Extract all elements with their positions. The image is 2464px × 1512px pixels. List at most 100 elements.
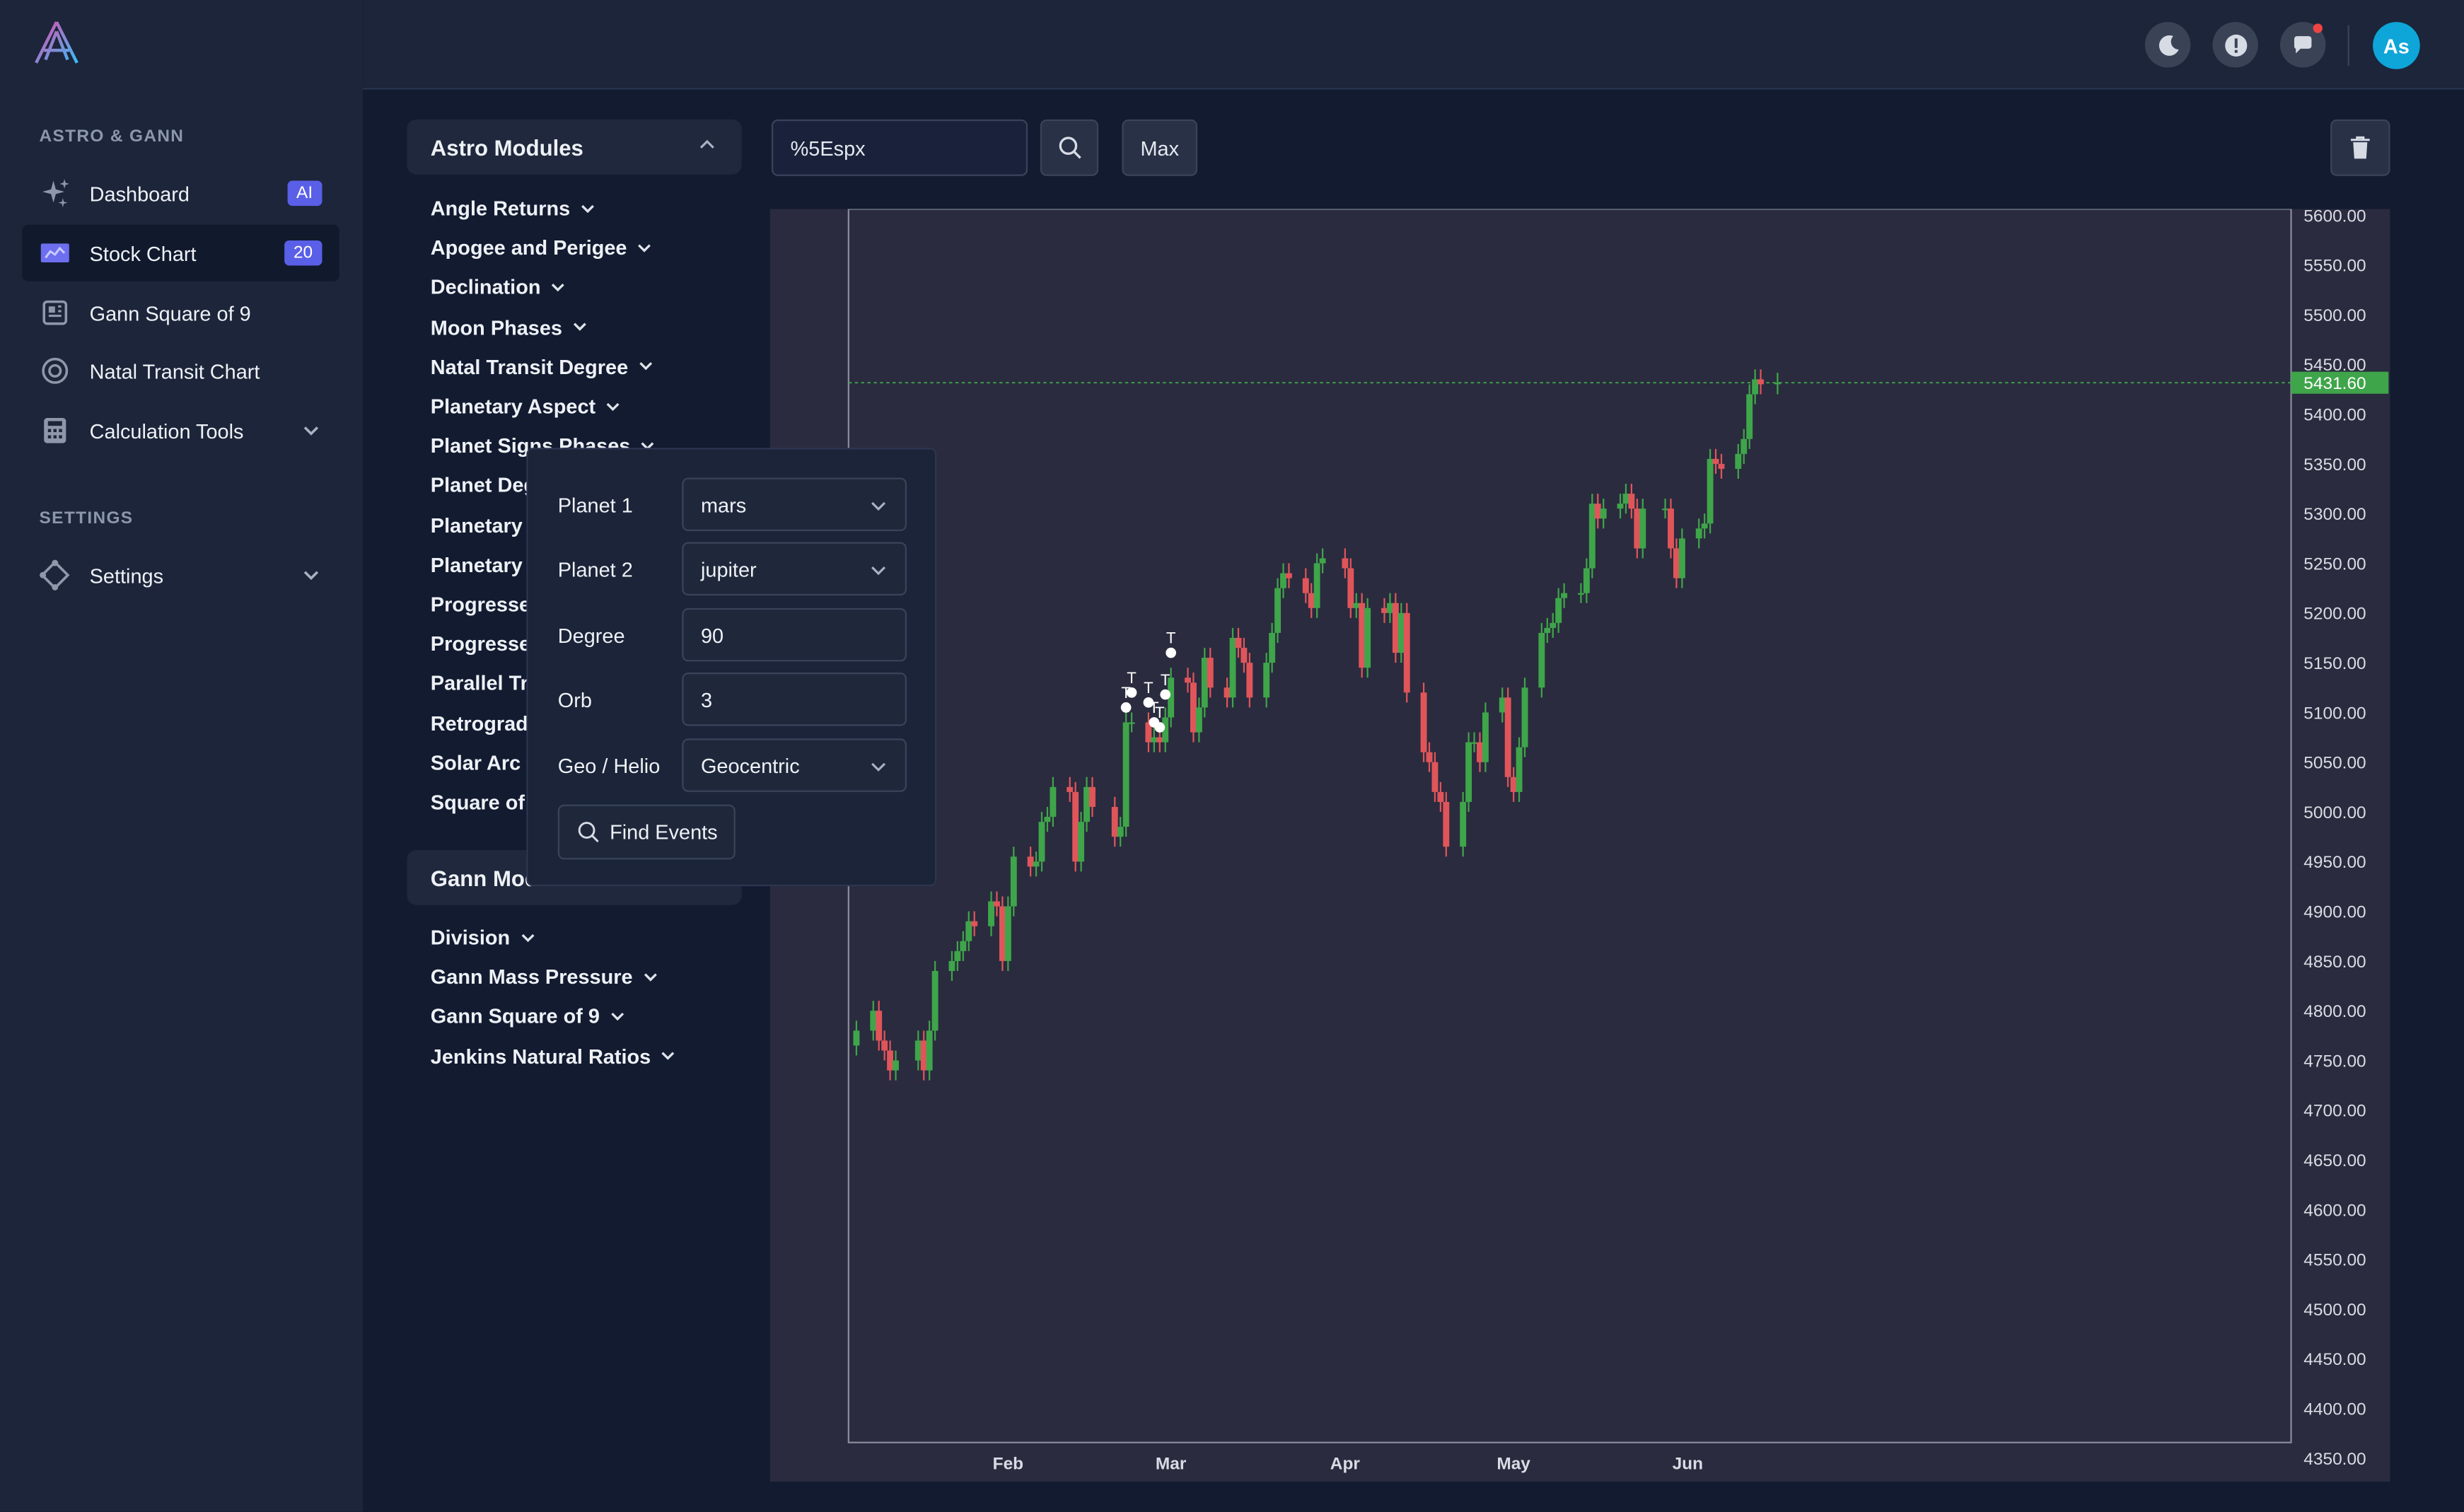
module-item[interactable]: Parallel Tr	[431, 672, 554, 695]
chevron-down-icon	[303, 571, 319, 581]
chevron-down-icon	[644, 972, 656, 982]
y-tick-label: 4650.00	[2303, 1151, 2366, 1170]
find-events-label: Find Events	[610, 820, 718, 844]
module-item[interactable]: Jenkins Natural Ratios	[431, 1045, 676, 1068]
module-item[interactable]: Retrograd	[431, 711, 554, 735]
sidebar-item-dashboard[interactable]: Dashboard AI	[22, 165, 339, 221]
candle-body	[1426, 752, 1433, 762]
candle-body	[1482, 712, 1489, 762]
delete-button[interactable]	[2330, 119, 2390, 176]
candle-body	[1695, 528, 1702, 539]
module-item[interactable]: Progresse	[431, 593, 556, 616]
candle-body	[1224, 687, 1231, 698]
candle-body	[1364, 607, 1371, 668]
orb-input[interactable]: 3	[682, 672, 907, 726]
chevron-down-icon	[871, 501, 886, 511]
event-finder-popup: Planet 1 mars Planet 2 jupiter Degree 90…	[526, 448, 937, 887]
candle-body	[926, 1030, 933, 1071]
candle-body	[948, 960, 955, 971]
candle-body	[1516, 747, 1523, 792]
planet2-select[interactable]: jupiter	[682, 542, 907, 596]
module-item[interactable]: Planetary	[431, 553, 548, 576]
find-events-button[interactable]: Find Events	[557, 804, 736, 860]
search-button[interactable]	[1040, 119, 1099, 176]
candlestick-chart[interactable]: 5600.005550.005500.005450.005400.005350.…	[770, 207, 2390, 1482]
sidebar-item-stock-chart[interactable]: Stock Chart 20	[22, 224, 339, 281]
candle-body	[1038, 822, 1045, 862]
symbol-input[interactable]: %5Espx	[771, 119, 1028, 176]
degree-input[interactable]: 90	[682, 607, 907, 662]
candle-body	[1622, 494, 1629, 504]
module-item[interactable]: Solar Arc	[431, 751, 546, 774]
module-item[interactable]: Angle Returns	[431, 197, 595, 220]
last-price-tag	[2291, 371, 2389, 394]
app-logo-icon[interactable]	[31, 19, 81, 66]
candle-body	[1617, 504, 1624, 509]
chevron-down-icon	[581, 204, 594, 213]
module-item[interactable]: Division	[431, 926, 535, 949]
candle-body	[1111, 806, 1118, 837]
geo-helio-select[interactable]: Geocentric	[682, 738, 907, 792]
module-item-label: Declination	[430, 275, 541, 300]
y-tick-label: 4800.00	[2303, 1002, 2366, 1021]
alerts-button[interactable]	[2212, 22, 2258, 68]
event-marker-label: T	[1144, 679, 1153, 697]
candle-body	[1678, 538, 1685, 578]
y-tick-label: 4550.00	[2303, 1251, 2366, 1270]
messages-button[interactable]	[2279, 22, 2326, 68]
candle-body	[1397, 612, 1405, 653]
range-max-button[interactable]: Max	[1122, 119, 1198, 176]
y-tick-label: 4700.00	[2303, 1102, 2366, 1121]
sidebar-item-label: Settings	[89, 563, 164, 587]
geo-helio-value: Geocentric	[700, 753, 800, 777]
candle-body	[1718, 463, 1725, 469]
chat-icon	[2293, 35, 2311, 53]
event-marker-label: T	[1166, 629, 1176, 647]
sidebar-item-label: Dashboard	[89, 181, 190, 205]
planet1-select[interactable]: mars	[682, 477, 907, 532]
module-item[interactable]: Moon Phases	[431, 315, 588, 339]
sidebar-item-natal-transit[interactable]: Natal Transit Chart	[22, 342, 339, 399]
trash-icon	[2350, 136, 2370, 159]
ai-badge: AI	[286, 180, 322, 207]
sidebar-item-gann-square[interactable]: Gann Square of 9	[22, 284, 339, 341]
section-label-astro: ASTRO & GANN	[39, 127, 185, 146]
sidebar: ASTRO & GANN Dashboard AI Stock Chart 20…	[0, 0, 364, 1512]
y-tick-label: 4750.00	[2303, 1052, 2366, 1071]
module-item[interactable]: Planetary Aspect	[431, 395, 621, 418]
candle-body	[1083, 786, 1090, 822]
module-item[interactable]: Gann Square of 9	[431, 1005, 625, 1028]
candle-body	[954, 950, 961, 961]
module-item[interactable]: Natal Transit Degree	[431, 355, 653, 378]
theme-toggle-button[interactable]	[2144, 22, 2191, 68]
candle-body	[1673, 548, 1680, 578]
degree-label: Degree	[557, 624, 625, 648]
candle-body	[1588, 504, 1596, 569]
candle-body	[1403, 612, 1410, 693]
module-item[interactable]: Declination	[431, 276, 566, 299]
candle-body	[1538, 632, 1545, 688]
chart-icon	[40, 238, 71, 269]
candle-body	[1151, 737, 1158, 743]
orb-label: Orb	[557, 688, 592, 712]
chevron-down-icon	[521, 933, 534, 942]
sidebar-item-calculation-tools[interactable]: Calculation Tools	[22, 402, 339, 459]
candle-body	[1594, 504, 1601, 519]
square-grid-icon	[40, 297, 71, 328]
candle-body	[1577, 593, 1584, 595]
candle-body	[1437, 791, 1444, 802]
avatar[interactable]: As	[2373, 22, 2420, 69]
candle-body	[1185, 678, 1191, 683]
module-item[interactable]: Apogee and Perigee	[431, 236, 652, 260]
chevron-down-icon	[871, 566, 886, 576]
module-item[interactable]: Gann Mass Pressure	[431, 965, 658, 989]
candle-body	[1746, 394, 1753, 439]
module-item-label: Apogee and Perigee	[430, 235, 627, 260]
module-item-label: Jenkins Natural Ratios	[430, 1044, 651, 1068]
module-item[interactable]: Square of	[431, 791, 550, 814]
chevron-down-icon	[303, 426, 319, 436]
sidebar-item-settings[interactable]: Settings	[22, 547, 339, 603]
astro-modules-header[interactable]: Astro Modules	[407, 119, 742, 175]
stock-chart[interactable]: 5600.00 5550.00 5500.00 5450.00 5400.00 5350.…	[769, 207, 2390, 1482]
y-tick-label: 4350.00	[2303, 1450, 2366, 1469]
